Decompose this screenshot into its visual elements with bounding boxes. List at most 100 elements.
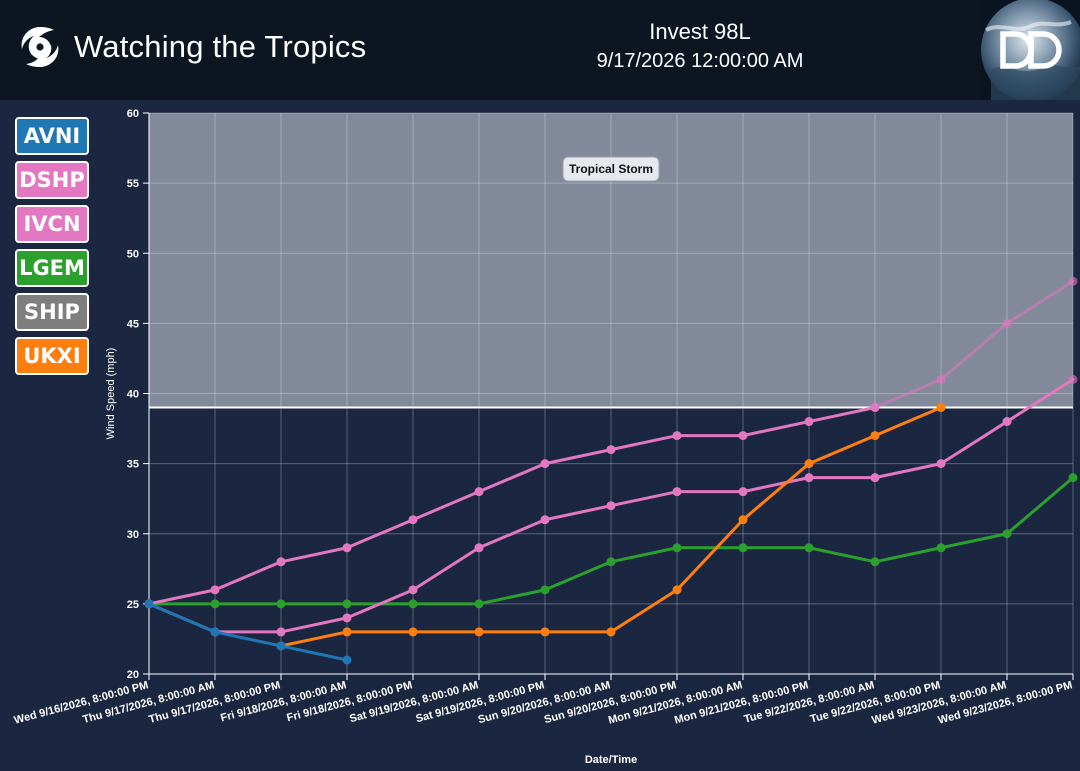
series-lgem-segment (477, 588, 547, 606)
series-ukxi-point[interactable] (804, 459, 814, 469)
series-ukxi-segment (279, 630, 349, 648)
series-ivcn-point[interactable] (738, 487, 748, 497)
series-dshp-point[interactable] (408, 515, 418, 525)
series-avni-point[interactable] (144, 599, 154, 609)
series-ukxi-point[interactable] (936, 403, 946, 413)
series-ukxi-point[interactable] (870, 431, 880, 441)
series-ivcn-point[interactable] (870, 473, 880, 483)
legend-item-ship[interactable]: SHIP (15, 293, 89, 331)
series-ivcn-point[interactable] (342, 613, 352, 623)
series-ivcn-point[interactable] (474, 543, 484, 553)
series-dshp-point[interactable] (342, 543, 352, 553)
series-avni (144, 599, 352, 665)
series-dshp-point[interactable] (474, 487, 484, 497)
y-tick-label: 20 (127, 669, 139, 681)
app-title: Watching the Tropics (74, 29, 367, 64)
series-lgem-point[interactable] (210, 599, 220, 609)
y-tick-label: 30 (127, 529, 139, 541)
series-lgem-point[interactable] (342, 599, 352, 609)
legend-item-lgem[interactable]: LGEM (15, 249, 89, 287)
series-dshp-segment (873, 377, 943, 410)
series-ivcn-segment (741, 476, 811, 494)
series-dshp (144, 276, 1078, 609)
series-ivcn-point[interactable] (408, 585, 418, 595)
series-lgem-point[interactable] (540, 585, 550, 595)
series-dshp-point[interactable] (738, 431, 748, 441)
legend-item-ukxi[interactable]: UKXI (15, 337, 89, 375)
series-ivcn-point[interactable] (1068, 374, 1078, 384)
series-ivcn-segment (279, 616, 349, 634)
storm-name: Invest 98L (649, 19, 751, 44)
series-ukxi-segment (741, 462, 811, 522)
series-ukxi-segment (609, 588, 679, 634)
series-lgem-segment (807, 546, 877, 564)
series-lgem-point[interactable] (606, 557, 616, 567)
y-tick-label: 45 (127, 318, 139, 330)
series-ivcn (144, 374, 1078, 637)
series-dshp-point[interactable] (210, 585, 220, 595)
series-ukxi-point[interactable] (672, 585, 682, 595)
series-ivcn-point[interactable] (1002, 417, 1012, 427)
series-lgem-point[interactable] (672, 543, 682, 553)
series-dshp-segment (279, 546, 349, 564)
series-lgem-point[interactable] (408, 599, 418, 609)
series-ukxi-segment (873, 406, 943, 438)
dd-logo-icon (981, 0, 1080, 100)
series-lgem-point[interactable] (1002, 529, 1012, 539)
series-avni-point[interactable] (276, 641, 286, 651)
series-ukxi-segment (807, 434, 877, 466)
series-ivcn-point[interactable] (936, 459, 946, 469)
series-ivcn-segment (609, 490, 679, 508)
model-legend: AVNI DSHP IVCN LGEM SHIP UKXI (15, 117, 93, 381)
series-dshp-point[interactable] (276, 557, 286, 567)
series-avni-point[interactable] (342, 655, 352, 665)
series-dshp-point[interactable] (606, 445, 616, 455)
series-lgem-point[interactable] (738, 543, 748, 553)
series-ukxi-point[interactable] (474, 627, 484, 637)
series-ukxi-point[interactable] (606, 627, 616, 637)
series-lgem-point[interactable] (936, 543, 946, 553)
series-avni-point[interactable] (210, 627, 220, 637)
series-lgem-point[interactable] (804, 543, 814, 553)
series-dshp-point[interactable] (540, 459, 550, 469)
series-ivcn-point[interactable] (804, 473, 814, 483)
y-tick-label: 60 (127, 108, 139, 120)
series-dshp-point[interactable] (672, 431, 682, 441)
series-ukxi-point[interactable] (540, 627, 550, 637)
series-lgem-point[interactable] (870, 557, 880, 567)
legend-item-ivcn[interactable]: IVCN (15, 205, 89, 243)
series-dshp-point[interactable] (870, 403, 880, 413)
series-ukxi-point[interactable] (408, 627, 418, 637)
series-dshp-point[interactable] (1068, 276, 1078, 286)
y-tick-label: 40 (127, 389, 139, 401)
series-dshp-point[interactable] (1002, 318, 1012, 328)
series-lgem-segment (1005, 476, 1075, 536)
legend-item-dshp[interactable]: DSHP (15, 161, 89, 199)
series-ivcn-point[interactable] (276, 627, 286, 637)
series-dshp-point[interactable] (936, 374, 946, 384)
tropical-storm-label: Tropical Storm (562, 156, 660, 182)
x-axis-label: Date/Time (585, 754, 637, 766)
series-ivcn-point[interactable] (672, 487, 682, 497)
series-lgem-point[interactable] (1068, 473, 1078, 483)
series-lgem-segment (873, 546, 943, 564)
series-ukxi-point[interactable] (738, 515, 748, 525)
series-dshp-segment (147, 588, 217, 606)
chart-series (144, 276, 1078, 665)
legend-item-avni[interactable]: AVNI (15, 117, 89, 155)
series-dshp-point[interactable] (804, 417, 814, 427)
series-ivcn-point[interactable] (606, 501, 616, 511)
series-lgem-segment (543, 560, 613, 592)
series-dshp-segment (477, 462, 547, 494)
brand: Watching the Tropics (18, 24, 366, 70)
series-ivcn-segment (477, 518, 547, 550)
series-ivcn-segment (939, 420, 1009, 466)
series-dshp-segment (345, 518, 415, 550)
series-ivcn-segment (1005, 377, 1075, 424)
y-tick-label: 35 (127, 459, 139, 471)
series-lgem-point[interactable] (276, 599, 286, 609)
series-ivcn-segment (345, 588, 415, 620)
series-ivcn-point[interactable] (540, 515, 550, 525)
series-lgem-point[interactable] (474, 599, 484, 609)
series-ukxi-point[interactable] (342, 627, 352, 637)
